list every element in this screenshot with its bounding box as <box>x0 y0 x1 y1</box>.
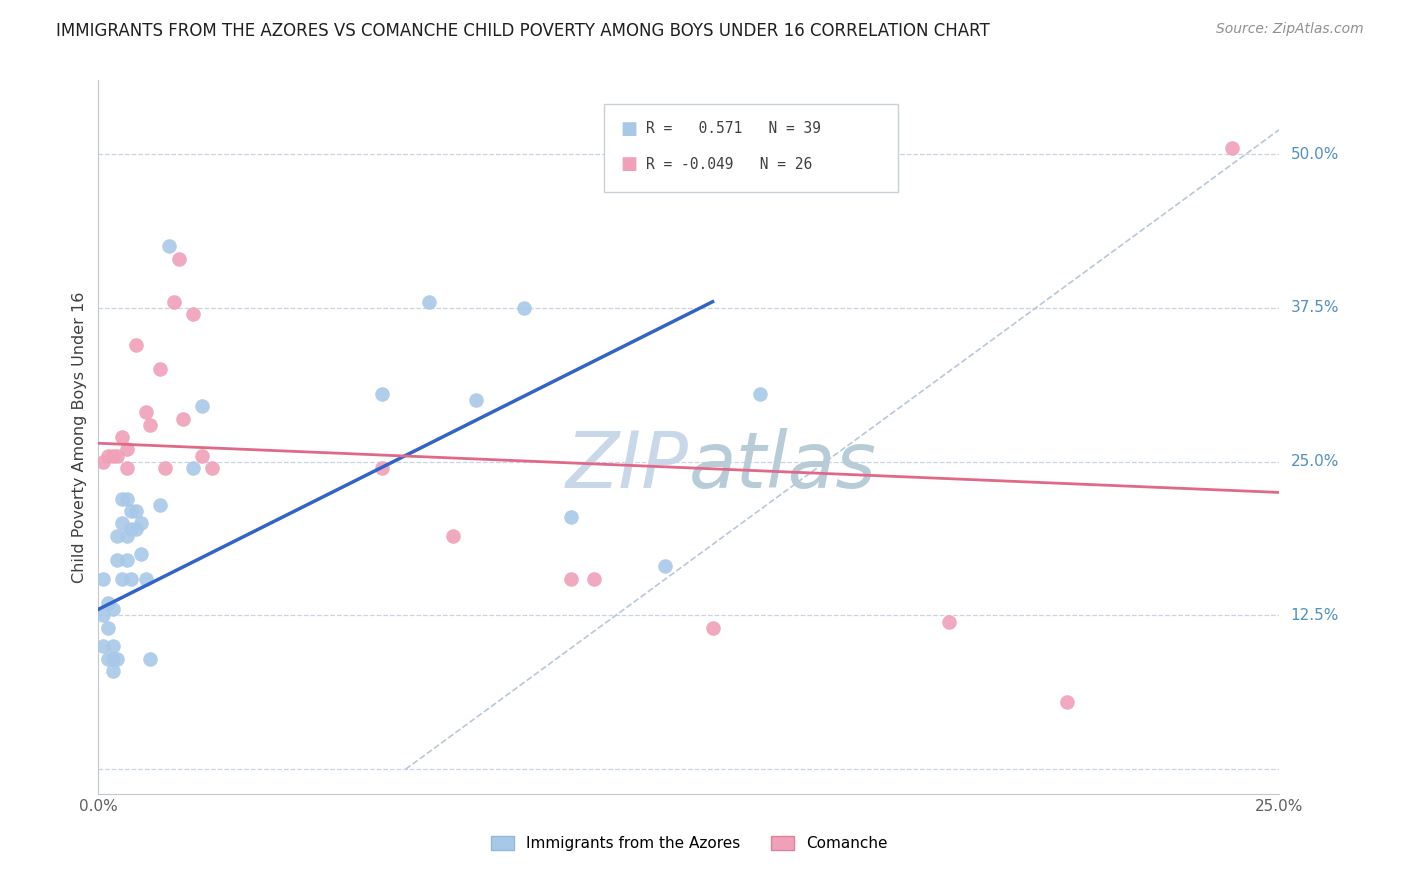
Point <box>115 528 138 542</box>
Point <box>125 338 148 352</box>
Point <box>441 528 464 542</box>
Point <box>91 608 114 623</box>
Point <box>101 651 124 665</box>
Point <box>125 522 148 536</box>
Point <box>129 516 152 531</box>
Text: 50.0%: 50.0% <box>1291 146 1339 161</box>
Point <box>135 572 157 586</box>
Point <box>97 651 120 665</box>
Point <box>121 522 143 536</box>
Point <box>135 405 157 419</box>
Point <box>163 294 186 309</box>
Text: IMMIGRANTS FROM THE AZORES VS COMANCHE CHILD POVERTY AMONG BOYS UNDER 16 CORRELA: IMMIGRANTS FROM THE AZORES VS COMANCHE C… <box>56 22 990 40</box>
Point <box>748 387 770 401</box>
Point <box>105 528 128 542</box>
Point <box>91 639 114 653</box>
Point <box>115 442 138 457</box>
Point <box>157 239 180 253</box>
Point <box>105 449 128 463</box>
Point <box>115 460 138 475</box>
FancyBboxPatch shape <box>605 103 898 193</box>
Point <box>97 621 120 635</box>
Point <box>111 572 134 586</box>
Text: atlas: atlas <box>689 427 877 504</box>
Point <box>97 449 120 463</box>
Point <box>139 651 162 665</box>
Point <box>125 504 148 518</box>
Point <box>111 430 134 444</box>
Text: ZIP: ZIP <box>567 427 689 504</box>
Text: ■: ■ <box>620 120 637 137</box>
Point <box>91 455 114 469</box>
Point <box>101 449 124 463</box>
Point <box>115 553 138 567</box>
Text: 37.5%: 37.5% <box>1291 301 1339 316</box>
Y-axis label: Child Poverty Among Boys Under 16: Child Poverty Among Boys Under 16 <box>72 292 87 582</box>
Legend: Immigrants from the Azores, Comanche: Immigrants from the Azores, Comanche <box>485 830 893 857</box>
Point <box>1056 695 1078 709</box>
Point <box>560 510 582 524</box>
Point <box>101 602 124 616</box>
Point <box>121 572 143 586</box>
Text: R =   0.571   N = 39: R = 0.571 N = 39 <box>647 121 821 136</box>
Point <box>101 639 124 653</box>
Text: 12.5%: 12.5% <box>1291 608 1339 623</box>
Text: R = -0.049   N = 26: R = -0.049 N = 26 <box>647 157 813 172</box>
Point <box>172 411 194 425</box>
Point <box>97 596 120 610</box>
Point <box>371 387 394 401</box>
Point <box>201 460 224 475</box>
Point <box>105 651 128 665</box>
Point <box>111 491 134 506</box>
Point <box>512 301 534 315</box>
Point <box>702 621 724 635</box>
Point <box>938 615 960 629</box>
Point <box>149 498 172 512</box>
Text: ■: ■ <box>620 155 637 173</box>
Point <box>153 460 176 475</box>
Point <box>121 504 143 518</box>
Point <box>129 547 152 561</box>
Point <box>181 307 204 321</box>
Point <box>111 516 134 531</box>
Point <box>115 491 138 506</box>
Point <box>560 572 582 586</box>
Point <box>191 400 214 414</box>
Point <box>101 664 124 678</box>
Point <box>191 449 214 463</box>
Point <box>654 559 676 574</box>
Point <box>465 393 488 408</box>
Point <box>91 572 114 586</box>
Text: Source: ZipAtlas.com: Source: ZipAtlas.com <box>1216 22 1364 37</box>
Point <box>149 362 172 376</box>
Text: 25.0%: 25.0% <box>1291 454 1339 469</box>
Point <box>139 417 162 432</box>
Point <box>1220 141 1243 155</box>
Point <box>167 252 190 266</box>
Point <box>583 572 606 586</box>
Point <box>181 460 204 475</box>
Point <box>105 553 128 567</box>
Point <box>371 460 394 475</box>
Point <box>418 294 440 309</box>
